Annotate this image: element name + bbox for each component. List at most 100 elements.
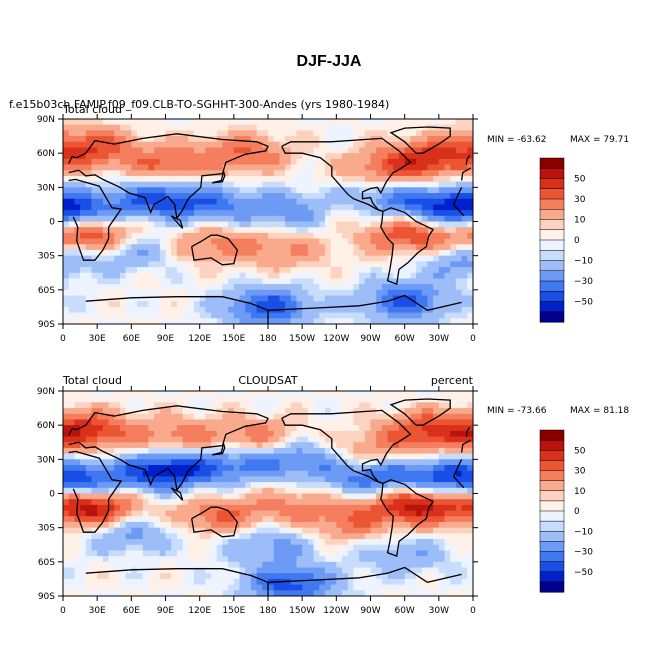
heatmap-cell [80,227,87,234]
heatmap-cell [290,516,298,523]
heatmap-cell [347,482,355,489]
heatmap-cell [319,289,326,297]
heatmap-cell [74,289,81,297]
heatmap-cell [63,482,70,489]
heatmap-cell [455,170,463,177]
heatmap-cell [228,244,235,251]
heatmap-cell [193,130,201,137]
heatmap-cell [68,221,75,228]
heatmap-cell [427,170,434,177]
heatmap-cell [336,465,343,472]
heatmap-cell [381,301,389,308]
heatmap-cell [461,267,468,274]
heatmap-cell [347,119,355,126]
heatmap-cell [461,249,468,257]
heatmap-cell [211,306,218,314]
heatmap-cell [154,306,161,314]
heatmap-cell [444,261,451,268]
heatmap-cell [176,396,184,403]
heatmap-cell [216,396,224,403]
heatmap-cell [376,238,383,245]
heatmap-cell [427,198,434,206]
heatmap-cell [63,130,70,137]
heatmap-cell [165,425,172,432]
heatmap-cell [336,261,343,268]
heatmap-cell [347,136,355,143]
heatmap-cell [433,408,440,415]
heatmap-cell [176,516,184,523]
heatmap-cell [63,556,70,563]
heatmap-cell [381,221,389,228]
heatmap-cell [398,278,406,285]
heatmap-cell [142,289,150,297]
heatmap-cell [290,550,298,557]
heatmap-cell [319,249,326,257]
heatmap-cell [97,130,104,137]
heatmap-cell [319,130,326,137]
heatmap-cell [319,453,326,460]
heatmap-cell [154,527,161,534]
heatmap-cell [450,465,457,472]
heatmap-cell [205,408,212,415]
heatmap-cell [336,516,343,523]
heatmap-cell [176,193,184,200]
heatmap-cell [239,465,246,472]
heatmap-cell [193,544,201,552]
heatmap-cell [256,465,263,472]
heatmap-cell [102,493,110,500]
heatmap-cell [165,175,172,183]
heatmap-cell [461,244,468,251]
heatmap-cell [262,267,269,274]
heatmap-cell [416,544,423,552]
heatmap-cell [410,210,417,217]
heatmap-cell [68,215,75,223]
heatmap-cell [142,504,150,512]
heatmap-cell [68,193,75,200]
heatmap-cell [433,482,440,489]
heatmap-cell [393,436,400,443]
colorbar-swatch [539,219,565,231]
heatmap-cell [148,198,155,206]
heatmap-cell [285,419,292,426]
heatmap-cell [182,141,189,149]
heatmap-cell [347,504,355,512]
heatmap-cell [387,318,394,324]
heatmap-cell [262,170,269,177]
heatmap-cell [193,170,201,177]
heatmap-cell [199,244,206,251]
heatmap-cell [205,278,212,285]
heatmap-cell [228,499,235,506]
heatmap-cell [455,533,463,540]
heatmap-cell [142,425,150,432]
heatmap-cell [410,238,417,245]
heatmap-cell [273,215,280,223]
heatmap-cell [182,187,189,194]
heatmap-cell [290,164,298,171]
heatmap-cell [102,215,110,223]
heatmap-cell [342,402,349,409]
heatmap-cell [108,301,115,308]
heatmap-cell [285,533,292,540]
heatmap-cell [302,561,309,569]
heatmap-cell [313,396,320,403]
heatmap-cell [114,181,121,188]
heatmap-cell [296,510,303,517]
heatmap-cell [228,278,235,285]
heatmap-cell [245,516,252,523]
heatmap-cell [159,396,167,403]
heatmap-cell [228,550,235,557]
heatmap-cell [256,204,263,211]
heatmap-cell [450,459,457,466]
heatmap-cell [450,278,457,285]
heatmap-cell [342,255,349,262]
heatmap-cell [421,238,429,245]
heatmap-cell [461,550,468,557]
heatmap-cell [165,453,172,460]
heatmap-cell [427,249,434,257]
heatmap-cell [199,261,206,268]
heatmap-cell [91,482,98,489]
heatmap-cell [444,493,451,500]
heatmap-cell [268,232,275,240]
heatmap-cell [330,516,337,523]
heatmap-cell [324,141,332,149]
